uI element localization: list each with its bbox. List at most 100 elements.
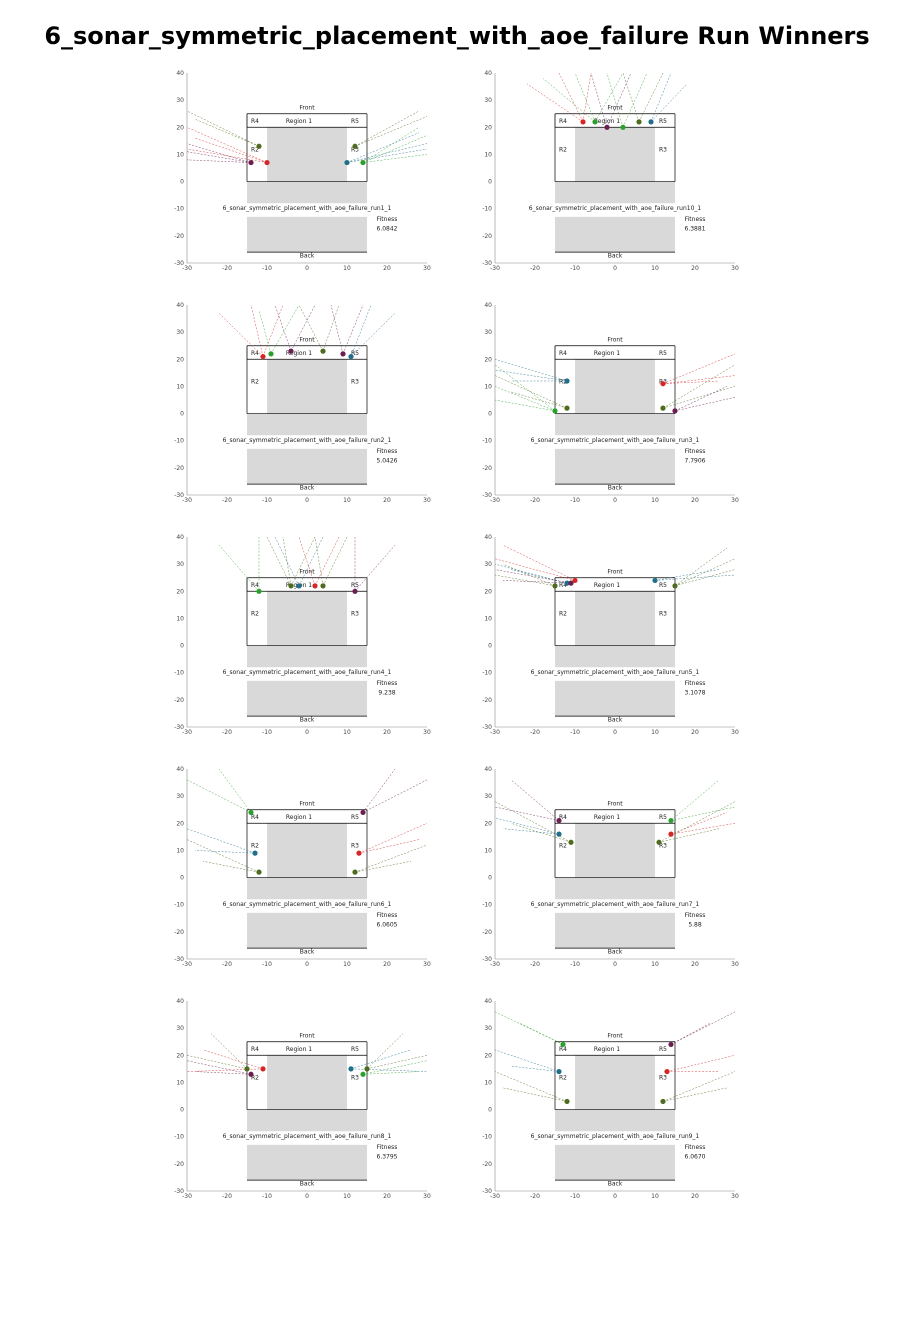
fitness-value: 9.238	[378, 689, 395, 696]
sonar-ray	[606, 72, 624, 128]
fitness-value: 6.3795	[377, 1153, 398, 1160]
sonar-ray	[202, 861, 260, 873]
y-tick-label: -20	[482, 697, 492, 704]
sonar-ray	[322, 304, 340, 352]
sonar-ray	[622, 72, 648, 128]
sonar-ray	[266, 536, 292, 586]
sonar-ray	[354, 861, 412, 873]
fitness-value: 7.7906	[685, 457, 706, 464]
x-tick-label: -20	[530, 497, 540, 504]
sonar-ray	[494, 817, 560, 835]
r5-label: R5	[351, 814, 359, 821]
sonar-ray	[670, 1011, 736, 1045]
r3-label: R3	[351, 147, 359, 154]
region-1-body	[555, 127, 675, 204]
y-tick-label: -20	[174, 697, 184, 704]
back-region	[555, 912, 675, 949]
region-1-body	[247, 823, 367, 900]
run-label: 6_sonar_symmetric_placement_with_aoe_fai…	[531, 901, 700, 908]
x-tick-label: 0	[613, 1193, 617, 1200]
y-tick-label: -10	[482, 1134, 492, 1141]
x-tick-label: 10	[651, 729, 659, 736]
sonar-sensor-point	[268, 351, 274, 357]
sonar-ray	[662, 375, 736, 384]
sonar-ray	[358, 839, 420, 854]
r4-label: R4	[251, 350, 259, 357]
y-tick-label: -10	[482, 670, 492, 677]
run-label: 6_sonar_symmetric_placement_with_aoe_fai…	[223, 1133, 392, 1140]
x-tick-label: 20	[383, 265, 391, 272]
y-tick-label: -10	[482, 902, 492, 909]
sonar-ray	[354, 844, 428, 873]
run-panel-3: -30 -20 -10 0 10 20 30 40 -30 -20 -10 0 10 20 30 Front R…	[174, 302, 431, 504]
sonar-ray	[494, 369, 568, 382]
y-tick-label: 20	[484, 356, 492, 363]
fitness-value: 5.88	[688, 921, 702, 928]
sonar-ray	[298, 536, 324, 586]
r4-label: R4	[559, 582, 567, 589]
y-tick-label: 10	[484, 151, 492, 158]
sonar-ray	[674, 386, 728, 412]
sonar-ray	[502, 1087, 568, 1102]
x-tick-label: -10	[570, 729, 580, 736]
sonar-sensor-point	[352, 143, 358, 149]
sonar-ray	[186, 839, 260, 873]
y-tick-label: 0	[180, 1107, 184, 1114]
x-tick-label: 0	[613, 265, 617, 272]
r2-label: R2	[251, 379, 259, 386]
run-panel-8: -30 -20 -10 0 10 20 30 40 -30 -20 -10 0 10 20 30 Front R…	[482, 766, 739, 968]
fitness-label: Fitness	[685, 1144, 706, 1151]
sonar-ray	[494, 1049, 560, 1072]
sonar-ray	[358, 823, 428, 854]
back-label: Back	[300, 1181, 315, 1188]
sonar-sensor-point	[556, 831, 562, 837]
x-tick-label: -30	[490, 1193, 500, 1200]
back-region	[247, 448, 367, 485]
sonar-sensor-point	[244, 1066, 250, 1072]
sonar-sensor-point	[260, 353, 266, 360]
sonar-sensor-point	[260, 1066, 266, 1072]
x-tick-label: 20	[383, 729, 391, 736]
y-tick-label: -10	[174, 902, 184, 909]
y-tick-label: -20	[482, 929, 492, 936]
r4-label: R4	[559, 814, 567, 821]
y-tick-label: 20	[484, 1052, 492, 1059]
sonar-ray	[662, 380, 720, 384]
x-tick-label: 10	[651, 961, 659, 968]
region-1-body	[247, 1055, 367, 1132]
sonar-ray	[670, 823, 736, 835]
sonar-sensor-point	[668, 817, 674, 824]
fitness-value: 6.0670	[685, 1153, 706, 1160]
back-label: Back	[608, 485, 623, 492]
back-region	[247, 912, 367, 949]
sonar-sensor-point	[256, 869, 262, 875]
x-tick-label: 10	[651, 497, 659, 504]
x-tick-label: 10	[651, 1193, 659, 1200]
x-tick-label: -30	[182, 961, 192, 968]
x-tick-label: -30	[490, 729, 500, 736]
y-tick-label: 0	[180, 411, 184, 418]
back-label: Back	[300, 949, 315, 956]
x-tick-label: -10	[262, 497, 272, 504]
sonar-sensor-point	[556, 1068, 562, 1075]
region-1-label: Region 1	[286, 350, 312, 357]
sonar-ray	[622, 72, 640, 122]
y-tick-label: 20	[484, 124, 492, 131]
sonar-sensor-point	[312, 583, 318, 589]
sonar-sensor-point	[660, 405, 666, 411]
y-tick-label: 0	[180, 179, 184, 186]
fitness-label: Fitness	[685, 216, 706, 223]
x-tick-label: 10	[651, 265, 659, 272]
x-tick-label: -20	[222, 265, 232, 272]
sonar-ray	[346, 148, 428, 163]
sonar-ray	[494, 375, 568, 409]
x-tick-label: 10	[343, 961, 351, 968]
sonar-ray	[194, 118, 260, 147]
r3-label: R3	[659, 147, 667, 154]
sonar-ray	[558, 72, 584, 122]
r2-label: R2	[559, 1075, 567, 1082]
y-tick-label: 40	[484, 998, 492, 1005]
x-tick-label: -10	[262, 1193, 272, 1200]
x-tick-label: -30	[490, 265, 500, 272]
sonar-ray	[650, 83, 688, 123]
